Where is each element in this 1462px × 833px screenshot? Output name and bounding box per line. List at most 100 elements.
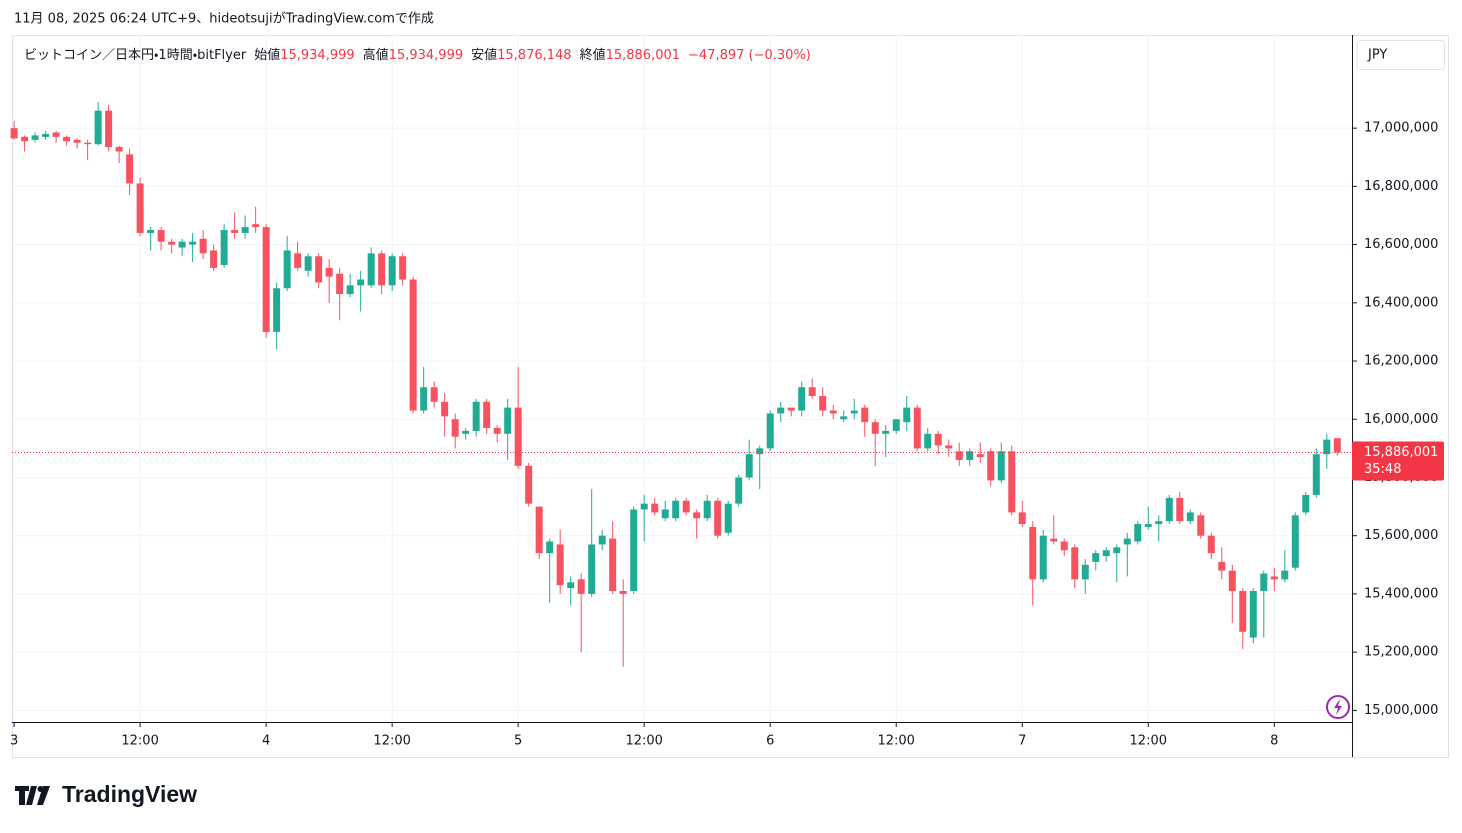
ohlc-label: 終値 xyxy=(579,48,606,63)
candle-body xyxy=(934,433,942,446)
footer-logo: TradingView xyxy=(15,781,197,807)
candle-body xyxy=(1134,524,1142,542)
candle-body xyxy=(703,500,711,519)
candle-body xyxy=(1302,494,1310,513)
candle-body xyxy=(315,256,323,283)
candle-body xyxy=(1081,564,1089,580)
ohlc-label: 高値 xyxy=(362,48,389,63)
candle-body xyxy=(493,427,501,434)
candle-body xyxy=(819,395,827,411)
candle-body xyxy=(588,544,596,594)
candle-body xyxy=(325,267,333,277)
candle-body xyxy=(724,503,732,533)
candle-body xyxy=(1155,521,1163,525)
x-tick-label: 5 xyxy=(514,734,522,749)
candle-body xyxy=(157,230,165,242)
candle-body xyxy=(1218,561,1226,571)
candle-body xyxy=(136,183,144,233)
x-tick-label: 7 xyxy=(1018,734,1026,749)
candle-body xyxy=(430,387,438,402)
y-tick-label: 15,400,000 xyxy=(1364,586,1438,601)
candle-body xyxy=(346,285,354,295)
candle-body xyxy=(1123,538,1131,545)
candle-body xyxy=(304,256,312,271)
candle-body xyxy=(94,110,102,145)
candle-body xyxy=(514,407,522,466)
candle-body xyxy=(462,430,470,434)
candle-body xyxy=(105,110,113,148)
candle-body xyxy=(766,413,774,449)
y-tick-label: 15,200,000 xyxy=(1364,645,1438,660)
candle-body xyxy=(598,535,606,545)
x-tick-label: 3 xyxy=(10,734,18,749)
symbol: ビットコイン／日本円・1時間・bitFlyer xyxy=(24,48,247,63)
y-tick-label: 16,800,000 xyxy=(1364,179,1438,194)
candle-body xyxy=(1281,570,1289,580)
candle-body xyxy=(1039,535,1047,580)
x-tick-label: 12:00 xyxy=(121,734,158,749)
x-tick-label: 12:00 xyxy=(877,734,914,749)
candle-body xyxy=(987,451,995,481)
ohlc-value: 15,886,001 xyxy=(605,48,681,63)
candle-body xyxy=(21,136,29,142)
countdown: 35:48 xyxy=(1364,462,1401,477)
chart-title: 11月 08, 2025 06:24 UTC+9、hideotsujiがTrad… xyxy=(14,12,434,27)
candle-body xyxy=(31,135,39,140)
candle-body xyxy=(273,288,281,332)
candle-body xyxy=(1092,553,1100,562)
candle-body xyxy=(693,512,701,519)
candle-body xyxy=(73,139,81,143)
candle-body xyxy=(1207,535,1215,554)
y-tick-label: 16,000,000 xyxy=(1364,412,1438,427)
y-tick-label: 15,600,000 xyxy=(1364,528,1438,543)
candle-body xyxy=(1029,526,1037,580)
candle-body xyxy=(640,503,648,510)
last-price-box xyxy=(1352,441,1444,481)
candle-body xyxy=(252,224,260,228)
ohlc-legend: ビットコイン／日本円・1時間・bitFlyer 始値15,934,999 高値15,… xyxy=(24,44,819,63)
candle-body xyxy=(546,541,554,554)
candle-body xyxy=(1165,497,1173,522)
candle-body xyxy=(577,579,585,594)
x-tick-label: 6 xyxy=(766,734,774,749)
candle-body xyxy=(829,410,837,414)
candle-body xyxy=(199,238,207,254)
candle-body xyxy=(535,506,543,554)
candle-body xyxy=(850,410,858,414)
candle-body xyxy=(1291,515,1299,568)
candle-body xyxy=(189,241,197,245)
x-tick-label: 8 xyxy=(1270,734,1278,749)
grid xyxy=(12,35,1352,722)
candle-body xyxy=(777,407,785,414)
candle-body xyxy=(1008,451,1016,513)
candles xyxy=(10,101,1352,667)
candle-body xyxy=(808,387,816,396)
candle-body xyxy=(1144,524,1152,527)
candle-body xyxy=(1323,439,1331,455)
candle-body xyxy=(1312,454,1320,495)
y-tick-label: 16,400,000 xyxy=(1364,295,1438,310)
candle-body xyxy=(1249,591,1257,638)
candle-body xyxy=(745,454,753,478)
candle-body xyxy=(651,503,659,513)
last-price-label: 15,886,001 xyxy=(1364,445,1438,460)
candle-body xyxy=(1071,547,1079,580)
candle-body xyxy=(283,250,291,289)
candle-body xyxy=(178,241,186,248)
candle-body xyxy=(840,416,848,420)
candle-body xyxy=(336,273,344,295)
currency-button[interactable] xyxy=(1357,40,1445,70)
candle-body xyxy=(976,454,984,458)
candle-body xyxy=(966,451,974,461)
candle-body xyxy=(892,419,900,431)
candle-body xyxy=(609,538,617,592)
candle-body xyxy=(682,500,690,513)
candle-body xyxy=(882,430,890,434)
ohlc-value: 15,934,999 xyxy=(280,48,355,63)
candle-body xyxy=(997,451,1005,481)
candle-body xyxy=(955,451,963,461)
candle-body xyxy=(378,253,386,286)
candle-body xyxy=(1186,512,1194,522)
